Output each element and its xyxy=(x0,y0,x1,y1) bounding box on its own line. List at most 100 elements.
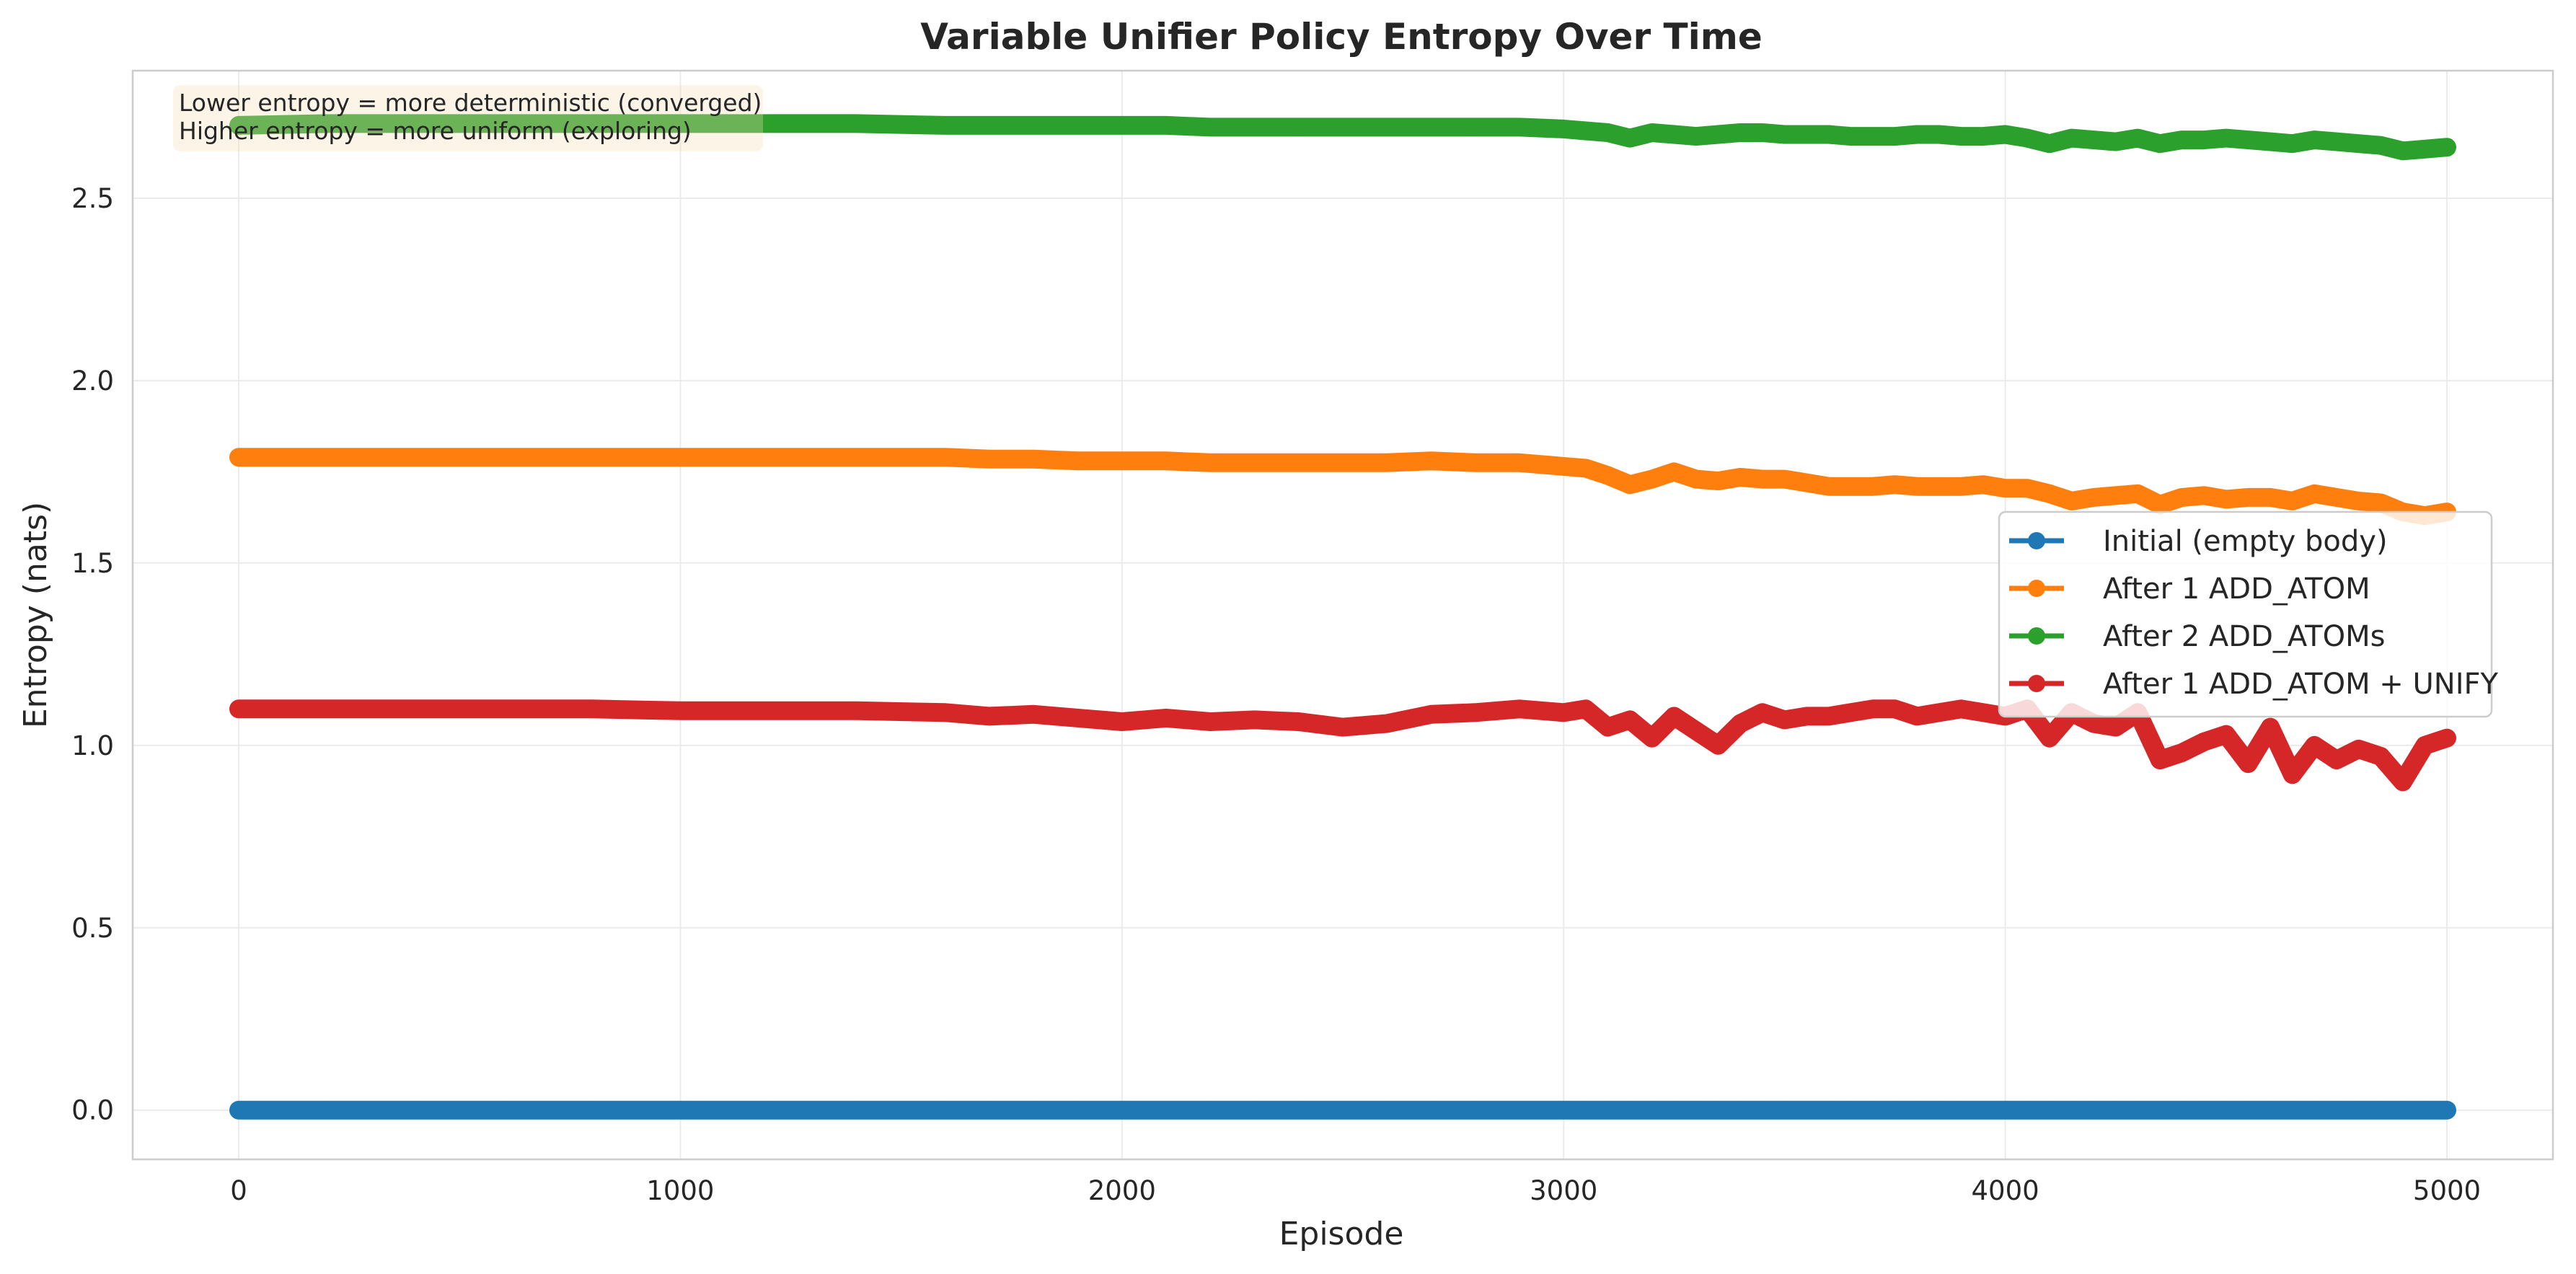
data-point xyxy=(1201,1101,1219,1119)
data-point xyxy=(1378,715,1396,733)
data-point xyxy=(2262,718,2280,736)
data-point xyxy=(2129,129,2147,147)
data-point xyxy=(1069,709,1087,727)
data-point xyxy=(1466,454,1484,472)
data-point xyxy=(1687,470,1705,488)
data-point xyxy=(1665,125,1683,143)
data-point xyxy=(1576,122,1594,140)
data-point xyxy=(1886,700,1904,718)
data-point xyxy=(1113,116,1131,134)
data-point xyxy=(1069,452,1087,470)
data-point xyxy=(671,702,689,720)
data-point xyxy=(2107,718,2125,736)
legend-marker xyxy=(2028,627,2045,645)
data-point xyxy=(2151,496,2169,513)
data-point xyxy=(406,115,424,133)
data-point xyxy=(936,448,954,466)
data-point xyxy=(1511,454,1528,472)
chart-title: Variable Unifier Policy Entropy Over Tim… xyxy=(920,16,1763,58)
data-point xyxy=(759,702,777,720)
data-point xyxy=(1289,713,1307,730)
data-point xyxy=(2283,1101,2301,1119)
data-point xyxy=(2327,133,2345,151)
data-point xyxy=(1599,1101,1617,1119)
data-point xyxy=(1422,705,1440,723)
data-point xyxy=(1069,116,1087,134)
x-tick-label: 4000 xyxy=(1972,1175,2039,1206)
data-point xyxy=(1819,477,1838,495)
data-point xyxy=(1975,704,1992,722)
data-point xyxy=(1621,711,1639,729)
data-point xyxy=(1996,125,2014,143)
data-point xyxy=(759,1101,777,1119)
data-point xyxy=(1732,1101,1750,1119)
data-point xyxy=(1930,1101,1948,1119)
data-point xyxy=(495,448,513,466)
data-point xyxy=(2107,133,2125,151)
data-point xyxy=(583,700,601,718)
data-point xyxy=(1289,1101,1307,1119)
data-point xyxy=(2151,751,2169,769)
data-point xyxy=(2195,487,2213,505)
data-point xyxy=(848,115,866,133)
data-point xyxy=(2063,492,2081,510)
data-point xyxy=(1996,1101,2014,1119)
data-point xyxy=(1687,722,1705,740)
data-point xyxy=(1952,1101,1970,1119)
data-point xyxy=(2372,494,2390,512)
series-2 xyxy=(229,114,2456,161)
data-point xyxy=(1665,463,1683,481)
data-point xyxy=(1776,1101,1794,1119)
data-point xyxy=(2217,1101,2235,1119)
legend-label: Initial (empty body) xyxy=(2103,525,2388,558)
data-point xyxy=(1201,454,1219,472)
data-point xyxy=(1511,118,1528,136)
data-point xyxy=(1930,477,1948,495)
data-point xyxy=(2085,715,2103,733)
data-point xyxy=(1842,128,1860,146)
data-point xyxy=(936,704,954,722)
data-point xyxy=(1798,474,1815,492)
data-point xyxy=(1842,704,1860,722)
data-point xyxy=(1886,476,1904,494)
data-point xyxy=(1025,705,1043,723)
data-point xyxy=(671,115,689,133)
data-point xyxy=(1621,1101,1639,1119)
data-point xyxy=(981,116,999,134)
data-point xyxy=(1621,476,1639,494)
x-tick-labels: 0 1000 2000 3000 4000 5000 xyxy=(230,1175,2481,1206)
data-point xyxy=(1863,700,1882,718)
series-layer xyxy=(229,114,2456,1120)
data-point xyxy=(1069,1101,1087,1119)
data-point xyxy=(1599,718,1617,736)
y-tick-label: 2.5 xyxy=(71,183,114,214)
data-point xyxy=(1245,118,1263,136)
data-point xyxy=(2350,135,2368,153)
data-point xyxy=(1466,118,1484,136)
data-point xyxy=(2151,1101,2169,1119)
data-point xyxy=(1289,118,1307,136)
data-point xyxy=(1709,1101,1727,1119)
data-point xyxy=(1422,1101,1440,1119)
data-point xyxy=(2283,766,2301,784)
data-point xyxy=(1643,729,1661,747)
data-point xyxy=(1334,1101,1351,1119)
data-point xyxy=(2063,1101,2081,1119)
data-point xyxy=(1908,125,1926,143)
data-point xyxy=(1378,454,1396,472)
y-tick-label: 1.5 xyxy=(71,548,114,579)
data-point xyxy=(2129,485,2147,503)
data-point xyxy=(1687,1101,1705,1119)
data-point xyxy=(1643,1101,1661,1119)
data-point xyxy=(583,1101,601,1119)
data-point xyxy=(1289,454,1307,472)
data-point xyxy=(2438,1101,2456,1119)
data-point xyxy=(2416,140,2434,158)
x-tick-label: 1000 xyxy=(646,1175,714,1206)
data-point xyxy=(230,116,247,134)
data-point xyxy=(1975,476,1992,494)
data-point xyxy=(2063,129,2081,147)
data-point xyxy=(2019,129,2037,147)
data-point xyxy=(1819,707,1838,725)
